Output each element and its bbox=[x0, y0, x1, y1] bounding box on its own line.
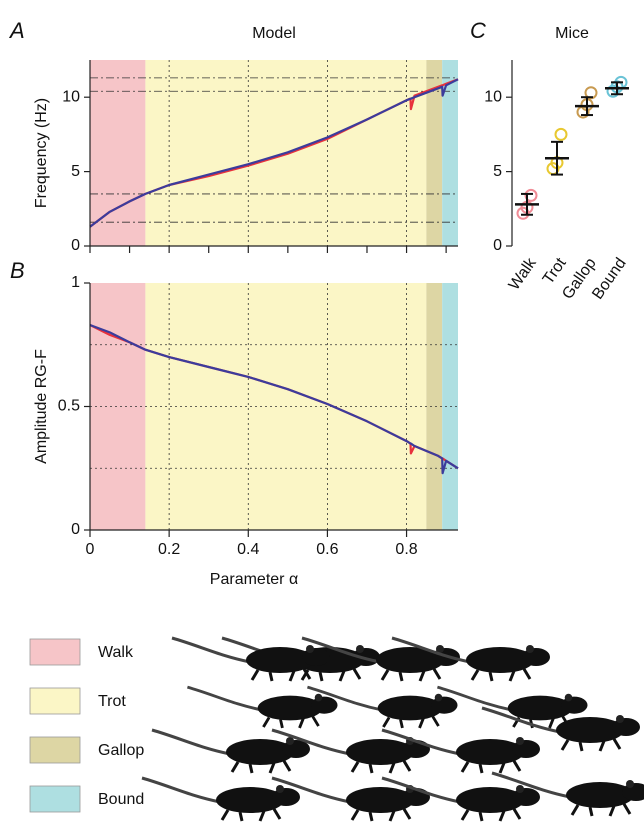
mouse bbox=[150, 728, 312, 775]
y-tick-label: 5 bbox=[71, 163, 80, 180]
data-line bbox=[89, 78, 459, 228]
gait-region bbox=[90, 283, 146, 530]
x-axis-label: Parameter α bbox=[210, 571, 298, 588]
gait-region bbox=[90, 60, 146, 246]
mouse bbox=[185, 685, 339, 730]
data-point bbox=[584, 86, 598, 100]
panel-letter: C bbox=[470, 18, 486, 43]
x-tick-label: 0.8 bbox=[395, 541, 417, 558]
chart-title: Mice bbox=[555, 25, 589, 42]
y-tick-label: 10 bbox=[62, 88, 80, 105]
panel-letter: B bbox=[10, 258, 25, 283]
y-axis-label: Amplitude RG-F bbox=[33, 349, 50, 464]
data-point bbox=[524, 188, 538, 202]
gait-region bbox=[442, 60, 458, 246]
legend-label: Gallop bbox=[98, 742, 144, 759]
legend-swatch bbox=[29, 785, 81, 813]
y-tick-label: 1 bbox=[71, 274, 80, 291]
legend-label: Walk bbox=[98, 644, 134, 661]
mouse bbox=[140, 776, 302, 822]
y-tick-label: 0 bbox=[493, 237, 502, 254]
y-tick-label: 10 bbox=[484, 88, 502, 105]
y-tick-label: 0.5 bbox=[58, 398, 80, 415]
x-tick-label: 0.4 bbox=[237, 541, 259, 558]
y-tick-label: 0 bbox=[71, 521, 80, 538]
mouse bbox=[170, 636, 332, 683]
x-tick-label: 0.2 bbox=[158, 541, 180, 558]
legend-swatch bbox=[29, 687, 81, 715]
legend-label: Bound bbox=[98, 791, 144, 808]
legend-swatch bbox=[29, 736, 81, 764]
gait-region bbox=[426, 283, 443, 530]
legend-label: Trot bbox=[98, 693, 126, 710]
chart-title: Model bbox=[252, 25, 296, 42]
legend-swatch bbox=[29, 638, 81, 666]
x-tick-label: 0.6 bbox=[316, 541, 338, 558]
panel-letter: A bbox=[8, 18, 25, 43]
mouse-photos bbox=[140, 636, 644, 822]
data-point bbox=[554, 127, 568, 141]
gait-region bbox=[426, 60, 443, 246]
y-tick-label: 5 bbox=[493, 163, 502, 180]
x-tick-label: Walk bbox=[506, 254, 541, 293]
y-tick-label: 0 bbox=[71, 237, 80, 254]
y-axis-label: Frequency (Hz) bbox=[33, 98, 50, 208]
data-line bbox=[89, 323, 459, 475]
x-tick-label: 0 bbox=[86, 541, 95, 558]
